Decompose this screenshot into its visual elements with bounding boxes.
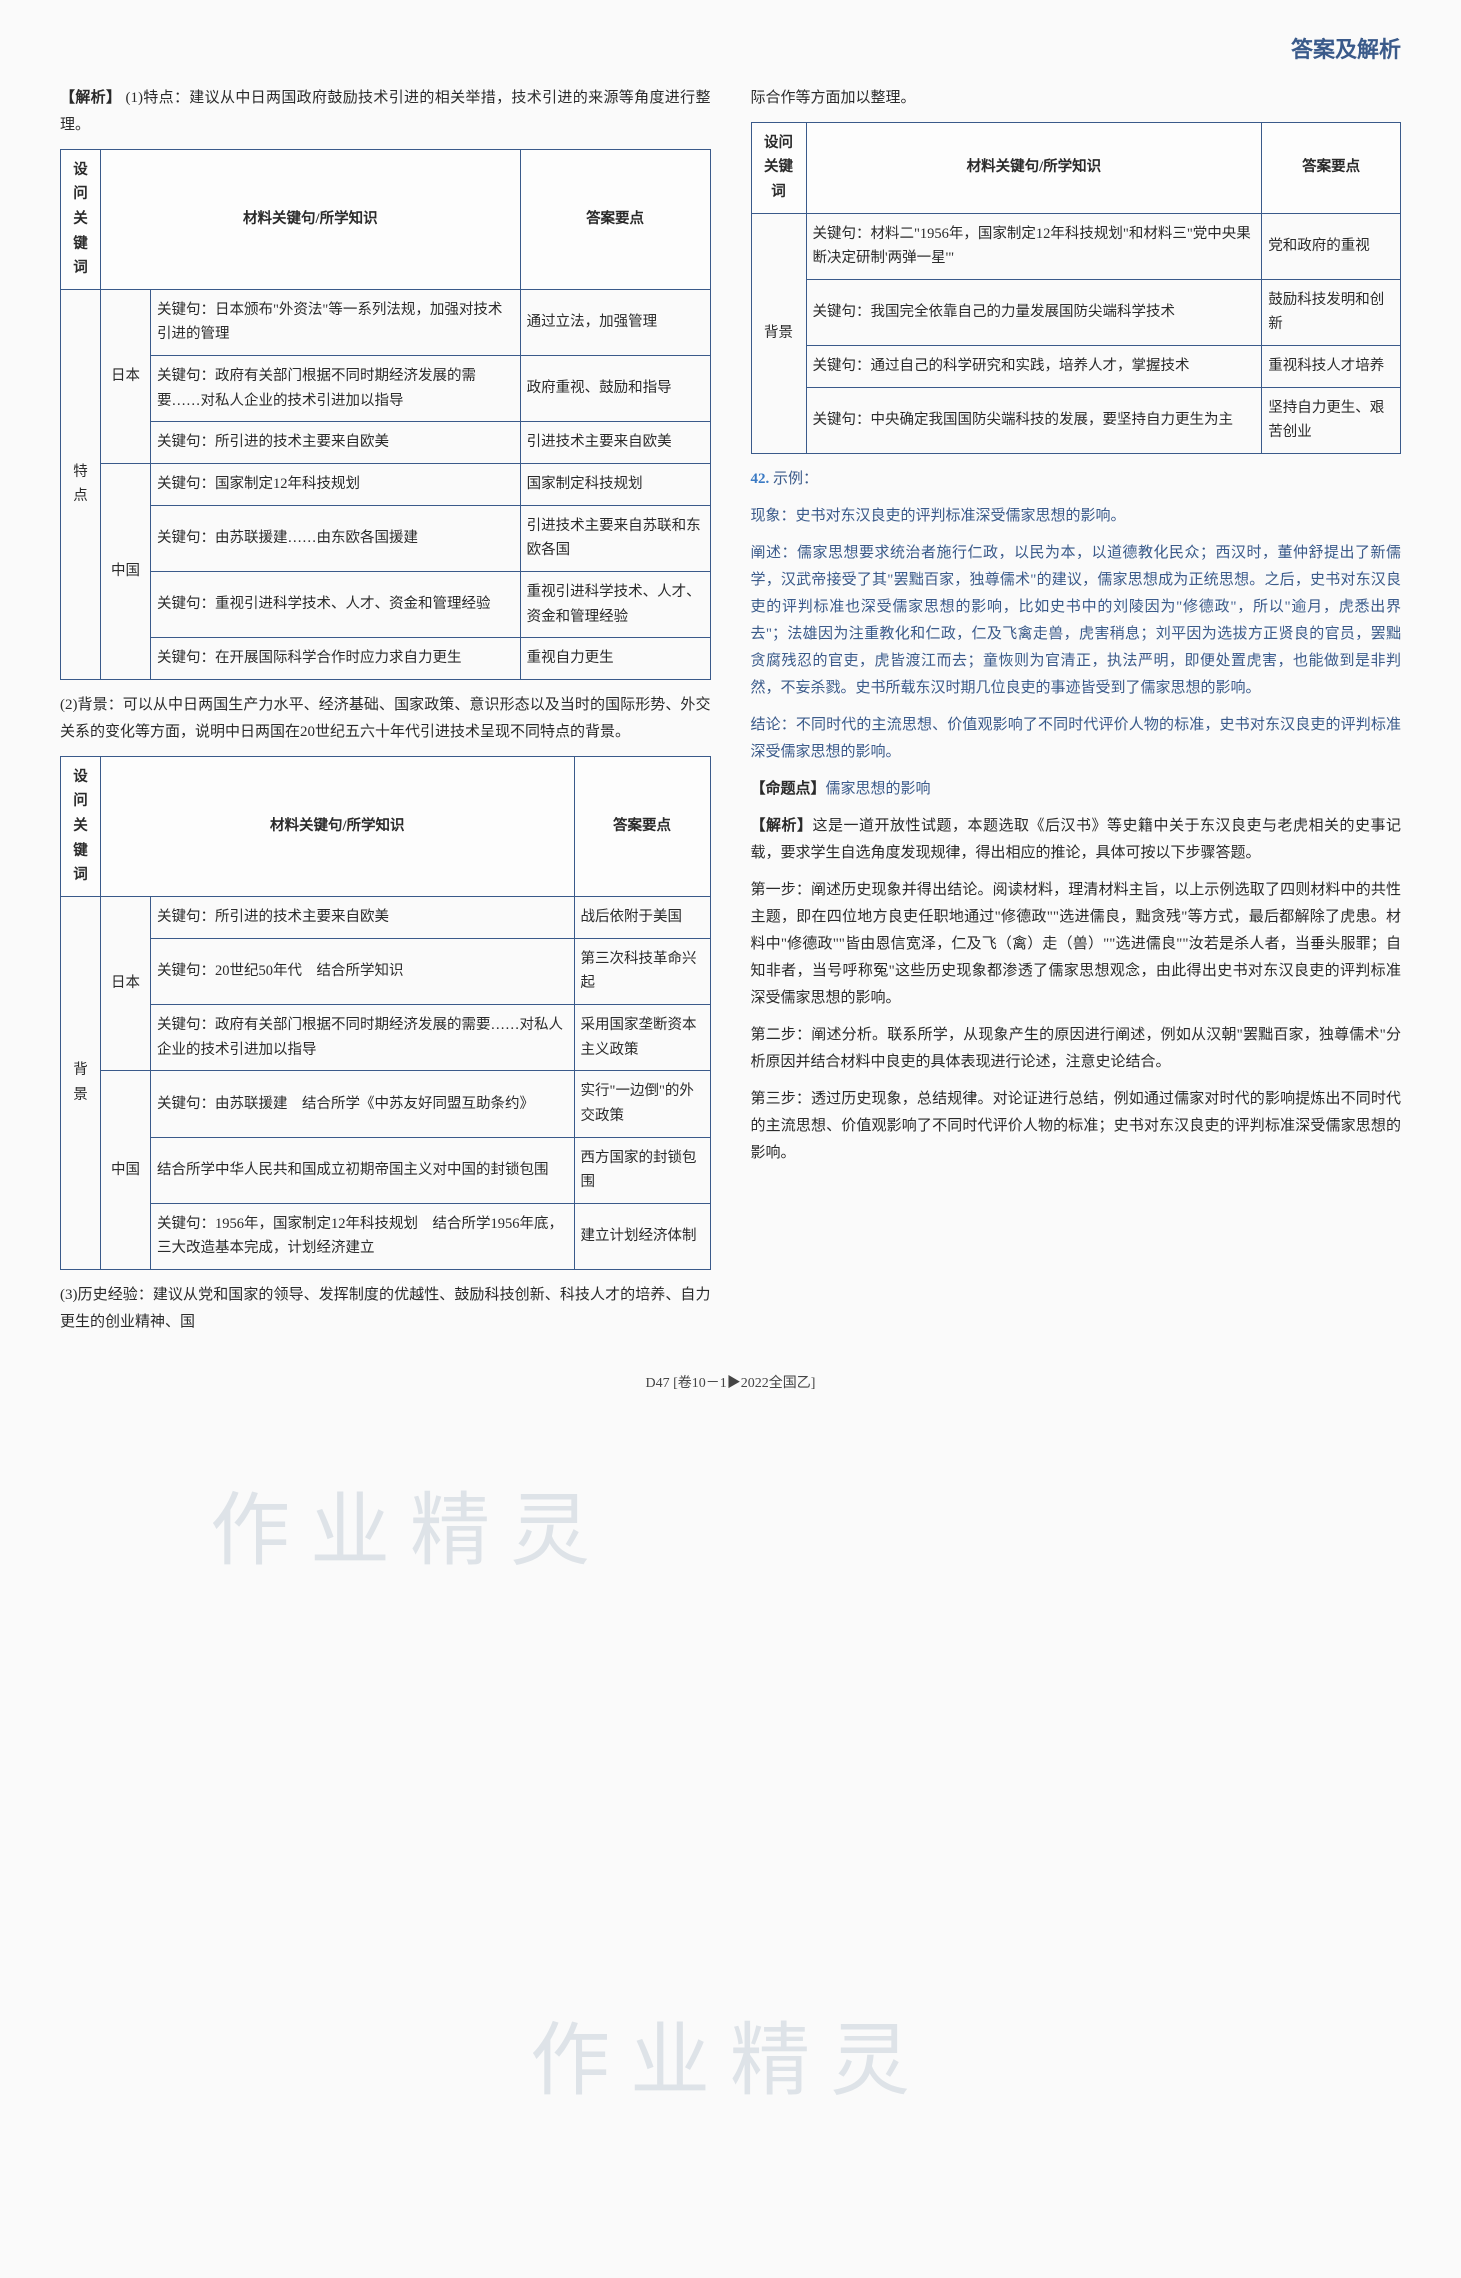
t1-r5-m: 关键句：重视引进科学技术、人才、资金和管理经验	[151, 571, 521, 637]
q42-p2-text: 儒家思想要求统治者施行仁政，以民为本，以道德教化民众；西汉时，董仲舒提出了新儒学…	[751, 545, 1402, 696]
t2-r1-a: 第三次科技革命兴起	[574, 938, 710, 1004]
t3-r0-m: 关键句：材料二"1956年，国家制定12年科技规划"和材料三"党中央果断决定研制…	[806, 213, 1262, 279]
t2-r3-m: 关键句：由苏联援建 结合所学《中苏友好同盟互助条约》	[151, 1071, 575, 1137]
t2-r2-m: 关键句：政府有关部门根据不同时期经济发展的需要……对私人企业的技术引进加以指导	[151, 1004, 575, 1070]
t2-group: 背景	[61, 897, 101, 1270]
t2-r0-m: 关键句：所引进的技术主要来自欧美	[151, 897, 575, 939]
t1-sub-japan: 日本	[101, 289, 151, 463]
watermark-2: 作业精灵	[530, 1990, 930, 2134]
q42-topic: 【命题点】儒家思想的影响	[751, 776, 1402, 803]
t2-r5-a: 建立计划经济体制	[574, 1203, 710, 1269]
analysis-label: 【解析】	[60, 90, 121, 106]
t1-hdr-keyword: 设问关键词	[61, 149, 101, 289]
q42-step3: 第三步：透过历史现象，总结规律。对论证进行总结，例如通过儒家对时代的影响提炼出不…	[751, 1086, 1402, 1167]
t1-r4-m: 关键句：由苏联援建……由东欧各国援建	[151, 505, 521, 571]
q42-topic-label: 【命题点】	[751, 781, 826, 797]
t2-sub-china: 中国	[101, 1071, 151, 1270]
t1-r6-a: 重视自力更生	[520, 638, 710, 680]
table-3: 设问关键词 材料关键句/所学知识 答案要点 背景 关键句：材料二"1956年，国…	[751, 122, 1402, 454]
t1-r1-m: 关键句：政府有关部门根据不同时期经济发展的需要……对私人企业的技术引进加以指导	[151, 356, 521, 422]
analysis-intro-text: (1)特点：建议从中日两国政府鼓励技术引进的相关举措，技术引进的来源等角度进行整…	[60, 90, 711, 133]
t2-r0-a: 战后依附于美国	[574, 897, 710, 939]
t1-r2-a: 引进技术主要来自欧美	[520, 422, 710, 464]
footer-text: D47 [卷10－1▶2022全国乙]	[646, 1376, 816, 1391]
right-column: 际合作等方面加以整理。 设问关键词 材料关键句/所学知识 答案要点 背景 关键句…	[751, 85, 1402, 1347]
t3-hdr-keyword: 设问关键词	[751, 122, 806, 213]
t1-hdr-material: 材料关键句/所学知识	[101, 149, 521, 289]
t3-r3-m: 关键句：中央确定我国国防尖端科技的发展，要坚持自力更生为主	[806, 387, 1262, 453]
t2-hdr-material: 材料关键句/所学知识	[101, 756, 575, 896]
t2-r4-a: 西方国家的封锁包围	[574, 1137, 710, 1203]
analysis-intro: 【解析】 (1)特点：建议从中日两国政府鼓励技术引进的相关举措，技术引进的来源等…	[60, 85, 711, 139]
t1-group: 特点	[61, 289, 101, 679]
q42-p2: 阐述：儒家思想要求统治者施行仁政，以民为本，以道德教化民众；西汉时，董仲舒提出了…	[751, 540, 1402, 702]
t2-r4-m: 结合所学中华人民共和国成立初期帝国主义对中国的封锁包围	[151, 1137, 575, 1203]
q42-example-label: 示例：	[773, 471, 818, 487]
t1-r4-a: 引进技术主要来自苏联和东欧各国	[520, 505, 710, 571]
q42-p3-label: 结论：	[751, 717, 796, 733]
q42-p1: 现象：史书对东汉良吏的评判标准深受儒家思想的影响。	[751, 503, 1402, 530]
page: 答案及解析 【解析】 (1)特点：建议从中日两国政府鼓励技术引进的相关举措，技术…	[60, 30, 1401, 1396]
t3-r2-m: 关键句：通过自己的科学研究和实践，培养人才，掌握技术	[806, 346, 1262, 388]
t1-r1-a: 政府重视、鼓励和指导	[520, 356, 710, 422]
q42-p3: 结论：不同时代的主流思想、价值观影响了不同时代评价人物的标准，史书对东汉良吏的评…	[751, 712, 1402, 766]
watermark-1: 作业精灵	[210, 1460, 610, 1604]
t3-r0-a: 党和政府的重视	[1262, 213, 1401, 279]
q42-header: 42. 示例：	[751, 466, 1402, 493]
t1-r0-a: 通过立法，加强管理	[520, 289, 710, 355]
q42-number: 42.	[751, 471, 770, 487]
q42-analysis: 【解析】这是一道开放性试题，本题选取《后汉书》等史籍中关于东汉良吏与老虎相关的史…	[751, 813, 1402, 867]
mid-text: (2)背景：可以从中日两国生产力水平、经济基础、国家政策、意识形态以及当时的国际…	[60, 692, 711, 746]
page-footer: D47 [卷10－1▶2022全国乙]	[60, 1371, 1401, 1396]
q42-step2: 第二步：阐述分析。联系所学，从现象产生的原因进行阐述，例如从汉朝"罢黜百家，独尊…	[751, 1022, 1402, 1076]
bottom-text: (3)历史经验：建议从党和国家的领导、发挥制度的优越性、鼓励科技创新、科技人才的…	[60, 1282, 711, 1336]
t2-r5-m: 关键句：1956年，国家制定12年科技规划 结合所学1956年底，三大改造基本完…	[151, 1203, 575, 1269]
left-column: 【解析】 (1)特点：建议从中日两国政府鼓励技术引进的相关举措，技术引进的来源等…	[60, 85, 711, 1347]
q42-p1-label: 现象：	[751, 508, 796, 524]
t2-r2-a: 采用国家垄断资本主义政策	[574, 1004, 710, 1070]
table-1: 设问关键词 材料关键句/所学知识 答案要点 特点 日本 关键句：日本颁布"外资法…	[60, 149, 711, 680]
t1-sub-china: 中国	[101, 464, 151, 680]
t3-hdr-answer: 答案要点	[1262, 122, 1401, 213]
page-header: 答案及解析	[60, 30, 1401, 70]
t3-hdr-material: 材料关键句/所学知识	[806, 122, 1262, 213]
table-2: 设问关键词 材料关键句/所学知识 答案要点 背景 日本 关键句：所引进的技术主要…	[60, 756, 711, 1270]
q42-step1: 第一步：阐述历史现象并得出结论。阅读材料，理清材料主旨，以上示例选取了四则材料中…	[751, 877, 1402, 1012]
header-title: 答案及解析	[1291, 37, 1401, 62]
t3-group: 背景	[751, 213, 806, 453]
q42-analysis-text: 这是一道开放性试题，本题选取《后汉书》等史籍中关于东汉良吏与老虎相关的史事记载，…	[751, 818, 1401, 861]
t2-r1-m: 关键句：20世纪50年代 结合所学知识	[151, 938, 575, 1004]
t3-r3-a: 坚持自力更生、艰苦创业	[1262, 387, 1401, 453]
t3-r1-m: 关键句：我国完全依靠自己的力量发展国防尖端科学技术	[806, 279, 1262, 345]
q42-topic-text: 儒家思想的影响	[826, 781, 931, 797]
t1-r5-a: 重视引进科学技术、人才、资金和管理经验	[520, 571, 710, 637]
intro-cont: 际合作等方面加以整理。	[751, 85, 1402, 112]
t1-hdr-answer: 答案要点	[520, 149, 710, 289]
t2-hdr-answer: 答案要点	[574, 756, 710, 896]
t1-r3-a: 国家制定科技规划	[520, 464, 710, 506]
t1-r3-m: 关键句：国家制定12年科技规划	[151, 464, 521, 506]
t2-sub-japan: 日本	[101, 897, 151, 1071]
t1-r0-m: 关键句：日本颁布"外资法"等一系列法规，加强对技术引进的管理	[151, 289, 521, 355]
t3-r1-a: 鼓励科技发明和创新	[1262, 279, 1401, 345]
t3-r2-a: 重视科技人才培养	[1262, 346, 1401, 388]
q42-analysis-label: 【解析】	[751, 818, 813, 834]
q42-p1-text: 史书对东汉良吏的评判标准深受儒家思想的影响。	[796, 508, 1126, 524]
q42-p3-text: 不同时代的主流思想、价值观影响了不同时代评价人物的标准，史书对东汉良吏的评判标准…	[751, 717, 1402, 760]
two-column-layout: 【解析】 (1)特点：建议从中日两国政府鼓励技术引进的相关举措，技术引进的来源等…	[60, 85, 1401, 1347]
t1-r2-m: 关键句：所引进的技术主要来自欧美	[151, 422, 521, 464]
t1-r6-m: 关键句：在开展国际科学合作时应力求自力更生	[151, 638, 521, 680]
t2-hdr-keyword: 设问关键词	[61, 756, 101, 896]
t2-r3-a: 实行"一边倒"的外交政策	[574, 1071, 710, 1137]
q42-p2-label: 阐述：	[751, 545, 798, 561]
